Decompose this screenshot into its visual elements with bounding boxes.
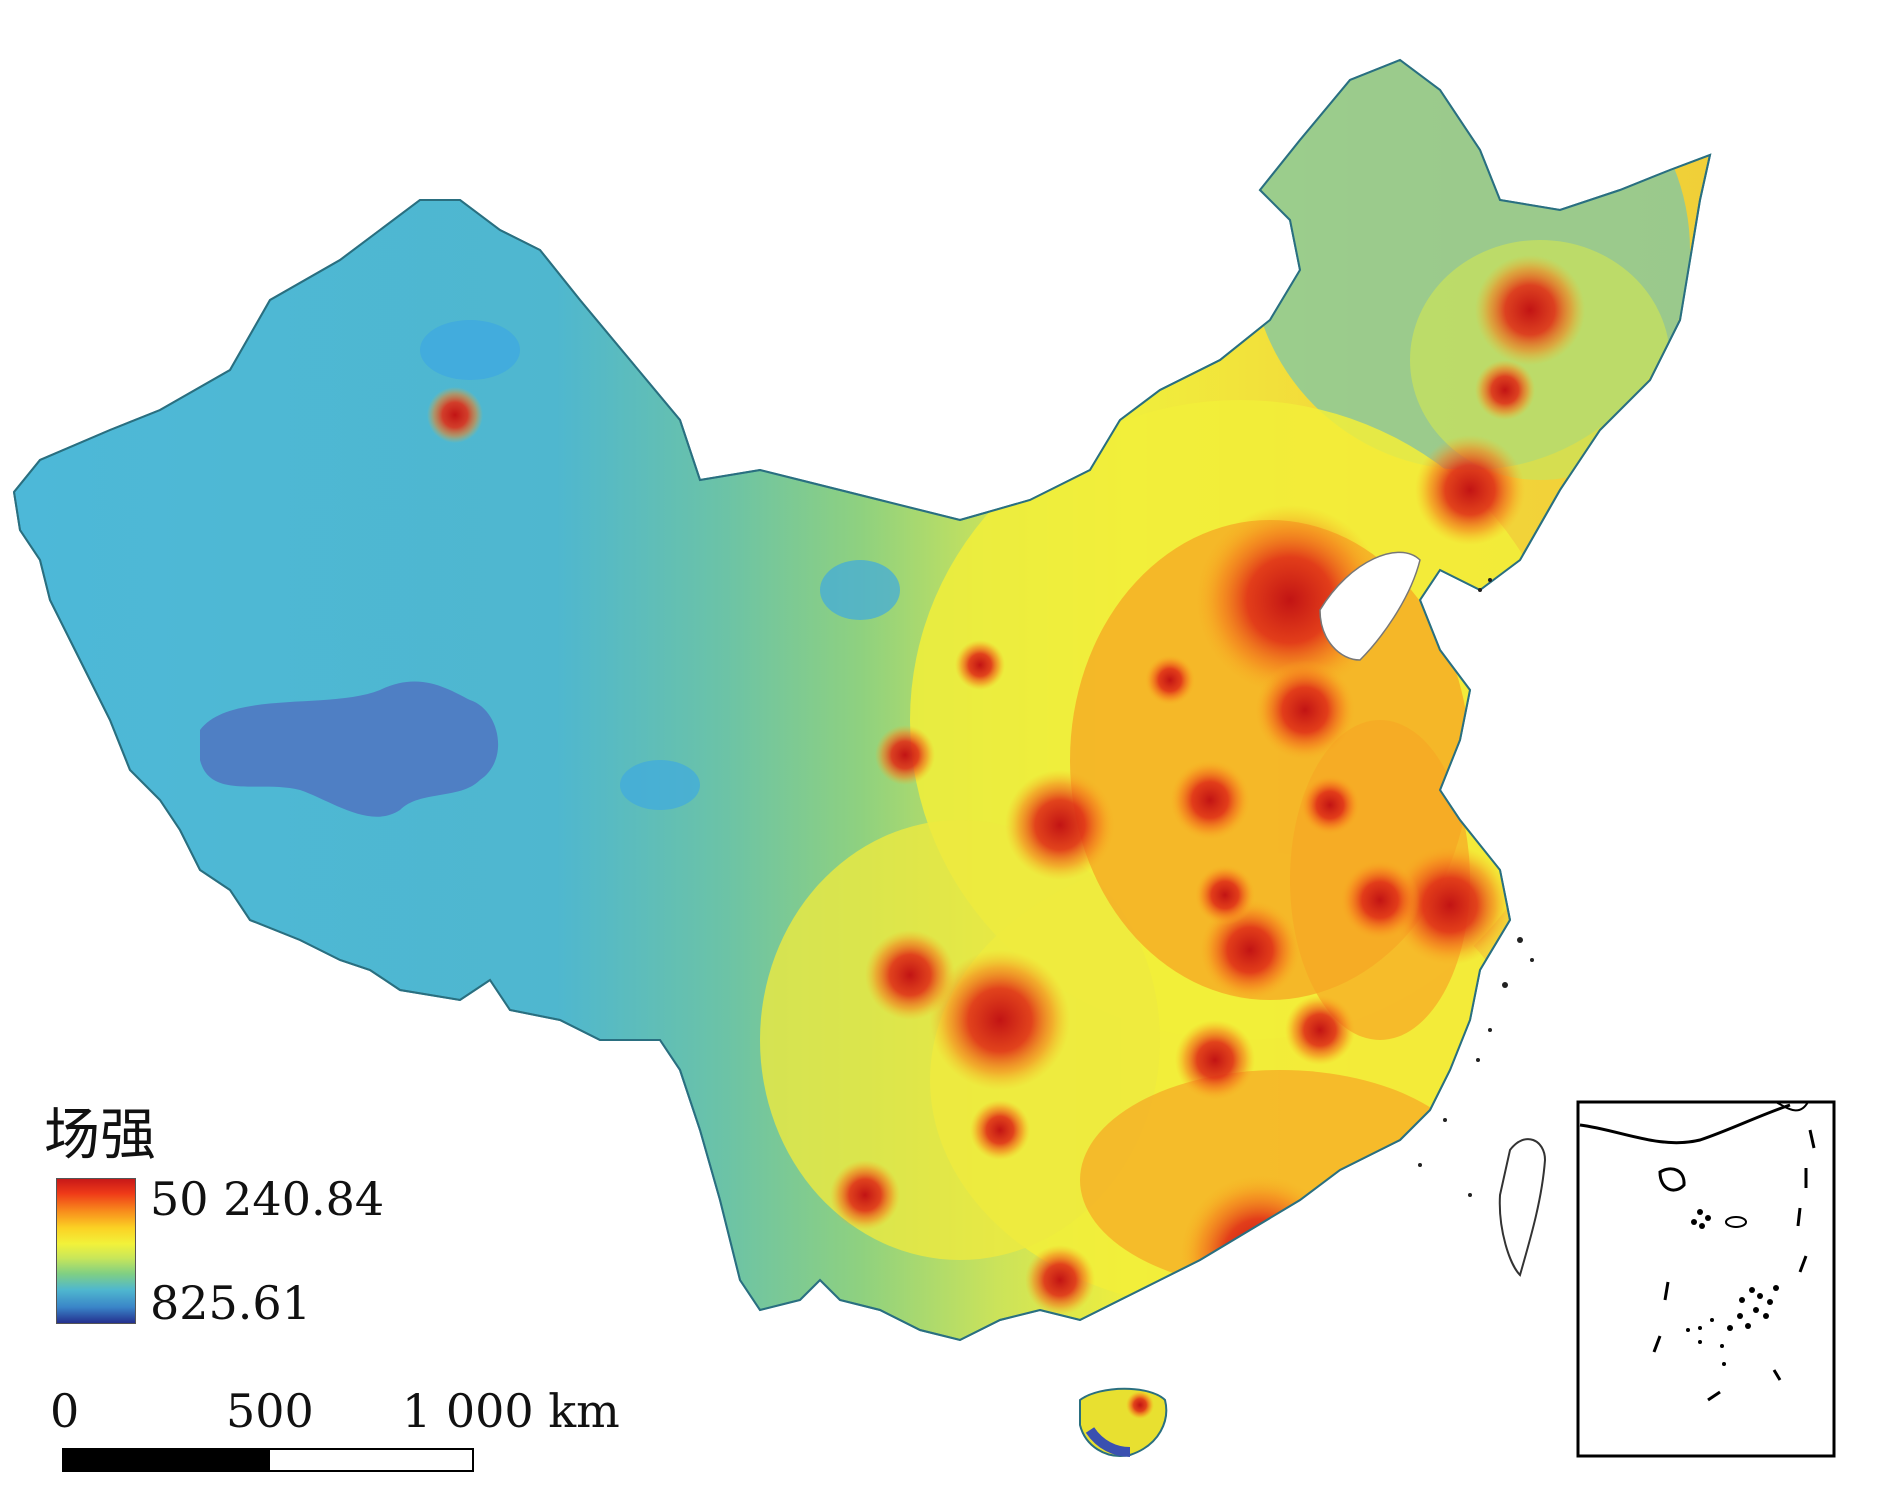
bohai-sea <box>1319 551 1421 661</box>
scale-label-500: 500 <box>226 1384 314 1438</box>
south-china-sea-inset <box>1576 1100 1836 1458</box>
legend-color-bar <box>56 1178 136 1324</box>
scale-label-1000: 1 000 km <box>402 1384 620 1438</box>
taiwan-island <box>1498 1138 1547 1277</box>
legend-max-label: 50 240.84 <box>150 1172 385 1226</box>
legend-min-label: 825.61 <box>150 1276 311 1330</box>
mainland-region <box>13 59 1711 1341</box>
scale-label-0: 0 <box>50 1384 80 1438</box>
legend-title: 场强 <box>44 1103 156 1168</box>
scale-bar-white-segment <box>268 1448 474 1472</box>
coastal-islets <box>1418 578 1534 1197</box>
hainan-island <box>1079 1387 1168 1457</box>
scale-bar-black-segment <box>62 1448 272 1472</box>
